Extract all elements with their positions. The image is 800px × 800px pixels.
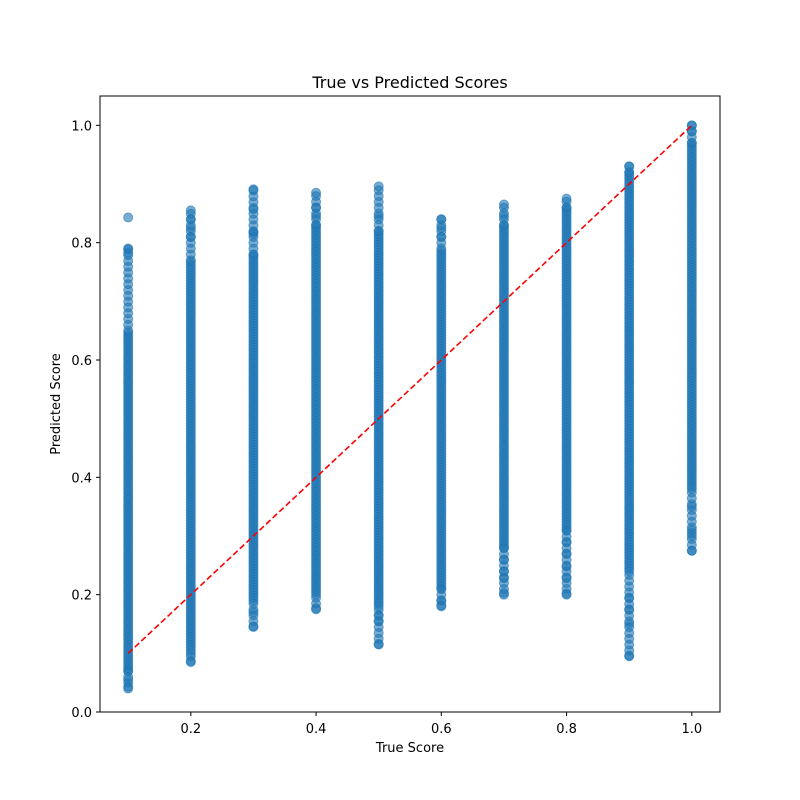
y-axis-label: Predicted Score	[49, 353, 64, 455]
scatter-point	[373, 610, 384, 621]
scatter-point	[624, 619, 635, 629]
scatter-point	[436, 583, 447, 594]
identity-reference-line	[127, 124, 693, 654]
scatter-point	[686, 525, 697, 536]
scatter-point	[123, 674, 134, 685]
scatter-point	[185, 223, 196, 233]
scatter-point	[686, 487, 697, 498]
scatter-point	[373, 181, 384, 192]
scatter-point	[248, 204, 259, 215]
scatter-point	[248, 184, 259, 195]
scatter-point	[561, 536, 572, 547]
scatter-point	[185, 214, 196, 225]
scatter-point	[624, 604, 635, 615]
scatter-point	[248, 598, 259, 609]
x-tick-label: 0.4	[306, 722, 327, 737]
scatter-point	[561, 193, 572, 204]
x-axis-label: True Score	[375, 741, 444, 756]
scatter-point	[624, 650, 635, 661]
scatter-point	[123, 243, 134, 254]
y-tick-label: 0.0	[71, 706, 92, 721]
scatter-point	[561, 588, 572, 599]
scatter-point	[185, 231, 196, 242]
scatter-point	[311, 603, 322, 614]
scatter-point	[248, 227, 259, 238]
scatter-point	[123, 666, 134, 677]
scatter-point	[311, 211, 322, 222]
x-tick-label: 0.8	[556, 722, 577, 737]
scatter-point	[436, 595, 447, 606]
scatter-point	[373, 638, 384, 649]
reference-line-layer	[127, 124, 693, 654]
scatter-point	[311, 592, 322, 603]
x-tick-label: 0.6	[431, 722, 452, 737]
scatter-point	[561, 548, 572, 559]
scatter-point	[123, 212, 134, 223]
scatter-point	[436, 214, 447, 225]
y-axis-ticks: 0.0 0.2 0.4 0.6 0.8 1.0	[71, 119, 100, 721]
scatter-point	[248, 607, 259, 618]
scatter-point	[248, 621, 259, 632]
scatter-point	[498, 566, 509, 577]
scatter-point	[561, 573, 572, 584]
y-tick-label: 0.2	[71, 589, 92, 604]
scatter-point	[498, 587, 509, 598]
y-tick-label: 1.0	[71, 119, 92, 134]
scatter-point	[561, 561, 572, 572]
scatter-points-layer	[123, 120, 697, 694]
y-tick-label: 0.6	[71, 354, 92, 369]
scatter-point	[686, 545, 697, 556]
plot-frame	[99, 95, 721, 713]
y-tick-label: 0.8	[71, 237, 92, 252]
scatter-point	[498, 554, 509, 565]
scatter-point	[686, 501, 697, 512]
scatter-point	[498, 199, 509, 210]
scatter-point	[624, 161, 635, 172]
scatter-point	[561, 525, 572, 536]
x-tick-label: 0.2	[180, 722, 201, 737]
x-tick-label: 1.0	[681, 722, 702, 737]
y-tick-label: 0.4	[71, 471, 92, 486]
scatter-point	[311, 202, 322, 213]
scatter-point	[498, 211, 509, 222]
scatter-point	[498, 543, 509, 554]
x-axis-ticks: 0.2 0.4 0.6 0.8 1.0	[180, 712, 702, 737]
scatter-point	[185, 205, 196, 216]
scatter-point	[436, 231, 447, 242]
scatter-point	[624, 592, 635, 603]
scatter-point	[624, 569, 635, 580]
scatter-point	[436, 223, 447, 233]
chart-title: True vs Predicted Scores	[311, 73, 507, 92]
scatter-point	[185, 648, 196, 659]
scatter-point	[373, 211, 384, 222]
scatter-point	[311, 187, 322, 198]
